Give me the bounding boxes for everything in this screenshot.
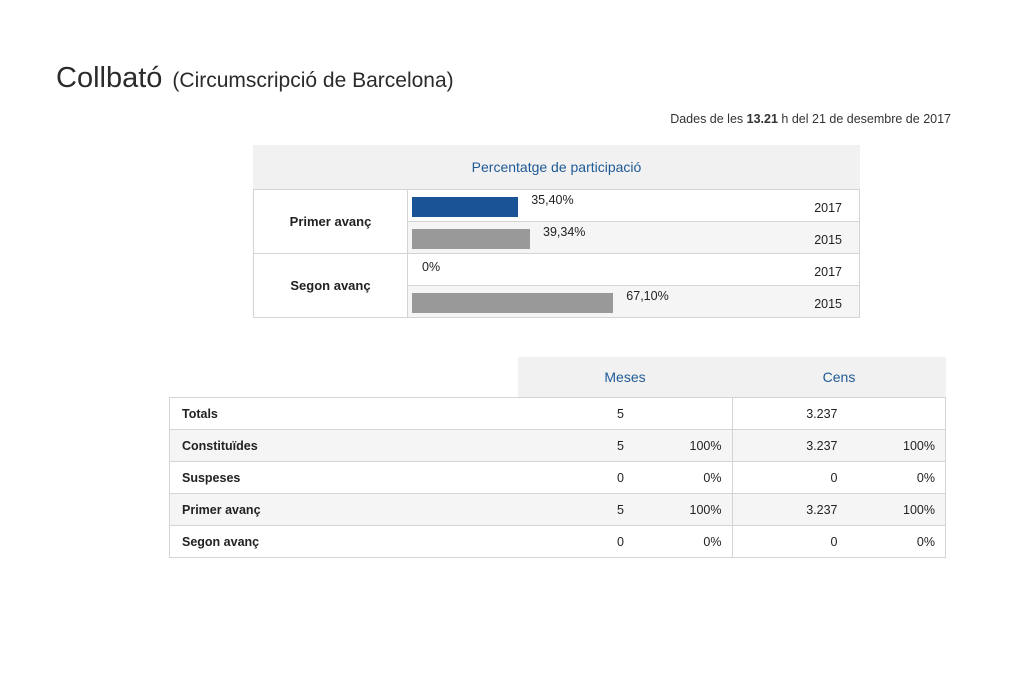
bar-track	[412, 293, 712, 313]
table-row: Suspeses 0 0% 0 0%	[170, 461, 945, 493]
meses-count: 0	[617, 470, 624, 485]
page-title: Collbató (Circumscripció de Barcelona)	[56, 62, 454, 95]
timestamp-time: 13.21	[746, 112, 778, 126]
cens-percent: 100%	[903, 438, 935, 453]
meses-percent: 100%	[689, 438, 722, 453]
participation-year: 2015	[814, 297, 842, 311]
timestamp-prefix: Dades de les	[670, 112, 744, 126]
group-label: Segon avanç	[254, 254, 408, 317]
participation-bar	[412, 293, 614, 313]
cens-percent: 0%	[916, 534, 935, 549]
group-label: Primer avanç	[254, 190, 408, 253]
row-label: Suspeses	[182, 470, 241, 485]
meses-percent: 0%	[703, 534, 722, 549]
data-timestamp: Dades de les 13.21 h del 21 de desembre …	[670, 112, 951, 126]
meses-count: 5	[617, 438, 624, 453]
timestamp-suffix: h del 21 de desembre de 2017	[781, 112, 951, 126]
municipality-name: Collbató	[56, 62, 163, 94]
column-header-meses: Meses	[518, 357, 732, 397]
participation-percent: 35,40%	[531, 193, 574, 207]
participation-table: Percentatge de participació Primer avanç…	[253, 145, 860, 318]
participation-year: 2017	[814, 265, 842, 279]
cens-count: 0	[830, 470, 838, 485]
district-name: (Circumscripció de Barcelona)	[172, 69, 454, 92]
participation-group-first: Primer avanç 35,40% 2017 39,34% 2015	[254, 189, 859, 253]
table-row: Constituïdes 5 100% 3.237 100%	[170, 429, 945, 461]
cens-percent: 0%	[916, 470, 935, 485]
row-label: Segon avanç	[182, 534, 260, 549]
participation-row: 0% 2017	[408, 254, 859, 285]
meses-percent: 0%	[703, 470, 722, 485]
cens-percent: 100%	[903, 502, 935, 517]
bar-track	[412, 197, 712, 217]
table-row: Segon avanç 0 0% 0 0%	[170, 525, 945, 557]
bar-track	[412, 229, 712, 249]
row-label: Primer avanç	[182, 502, 261, 517]
participation-group-second: Segon avanç 0% 2017 67,10% 2015	[254, 253, 859, 317]
participation-row: 67,10% 2015	[408, 285, 859, 317]
participation-bar	[412, 229, 531, 249]
participation-body: Primer avanç 35,40% 2017 39,34% 2015	[253, 189, 860, 318]
row-label: Constituïdes	[182, 438, 258, 453]
meses-count: 5	[617, 502, 624, 517]
participation-percent: 67,10%	[626, 289, 669, 303]
participation-row: 39,34% 2015	[408, 221, 859, 253]
table-row: Totals 5 3.237	[170, 398, 945, 429]
participation-percent: 0%	[422, 260, 441, 274]
counts-table: Meses Cens Totals 5 3.237 Constituïdes 5…	[169, 357, 946, 558]
bar-track	[412, 261, 712, 281]
participation-year: 2017	[814, 201, 842, 215]
participation-bar	[412, 197, 519, 217]
meses-count: 5	[617, 406, 624, 421]
participation-year: 2015	[814, 233, 842, 247]
meses-percent: 100%	[689, 502, 722, 517]
cens-count: 3.237	[806, 502, 838, 517]
table-row: Primer avanç 5 100% 3.237 100%	[170, 493, 945, 525]
participation-title: Percentatge de participació	[253, 145, 860, 189]
row-label: Totals	[182, 406, 218, 421]
cens-count: 3.237	[806, 438, 838, 453]
counts-body: Totals 5 3.237 Constituïdes 5 100% 3.237 1…	[169, 397, 946, 558]
cens-count: 3.237	[806, 406, 838, 421]
meses-count: 0	[617, 534, 624, 549]
column-header-cens: Cens	[732, 357, 946, 397]
participation-percent: 39,34%	[543, 225, 586, 239]
cens-count: 0	[830, 534, 838, 549]
participation-row: 35,40% 2017	[408, 190, 859, 221]
counts-header: Meses Cens	[169, 357, 946, 397]
